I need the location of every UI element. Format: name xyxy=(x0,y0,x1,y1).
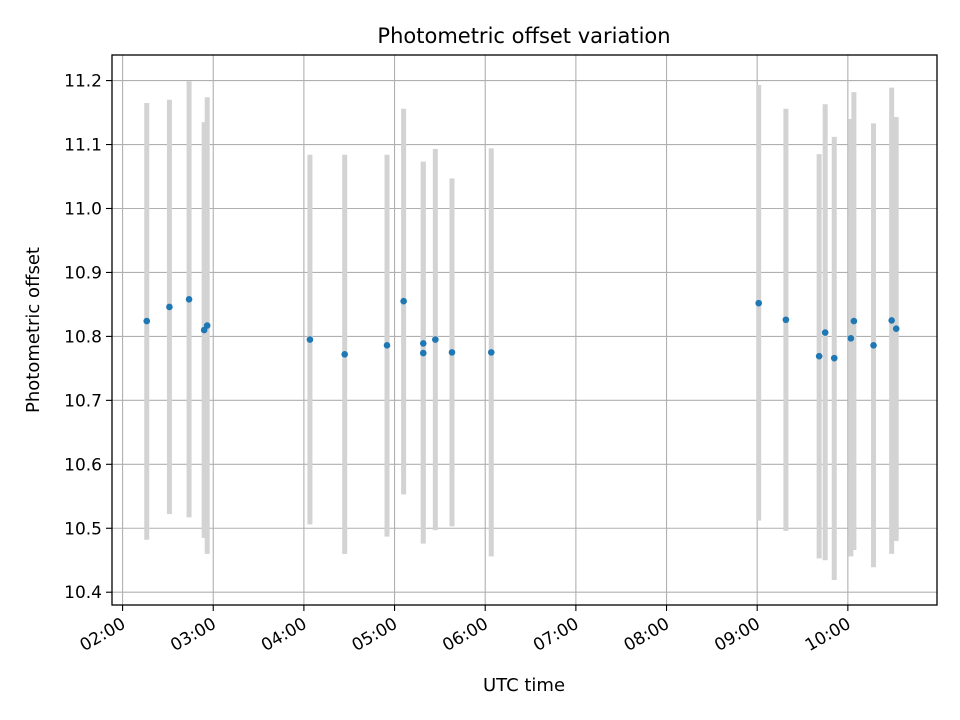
data-point xyxy=(448,349,456,356)
data-point xyxy=(166,303,173,311)
data-point xyxy=(143,317,151,325)
data-point xyxy=(830,354,838,362)
data-point xyxy=(821,329,829,336)
data-point xyxy=(487,349,495,356)
chart-title: Photometric offset variation xyxy=(377,24,670,48)
data-point xyxy=(755,299,763,307)
x-axis-title: UTC time xyxy=(483,675,565,696)
data-point xyxy=(306,336,314,343)
data-point xyxy=(870,342,877,349)
data-point xyxy=(419,349,427,357)
data-point xyxy=(892,325,900,333)
y-tick-label: 10.5 xyxy=(64,519,102,539)
data-point xyxy=(888,317,895,324)
data-point xyxy=(419,340,427,347)
y-tick-label: 11.1 xyxy=(64,136,102,156)
plot-frame xyxy=(111,54,938,606)
data-point xyxy=(203,322,211,329)
y-tick-label: 11.2 xyxy=(64,72,102,92)
data-point xyxy=(847,335,855,342)
y-tick-label: 10.6 xyxy=(64,455,102,475)
data-points xyxy=(143,296,900,362)
data-point xyxy=(383,342,391,349)
data-point xyxy=(850,317,858,325)
y-tick-label: 10.7 xyxy=(64,391,102,411)
data-point xyxy=(432,336,439,343)
y-tick-label: 10.4 xyxy=(64,583,102,603)
data-point xyxy=(782,316,790,324)
data-point xyxy=(815,352,823,360)
data-point xyxy=(341,351,348,358)
y-tick-label: 10.9 xyxy=(64,263,102,283)
grid-lines xyxy=(112,55,937,605)
data-point xyxy=(185,296,193,303)
y-tick-label: 10.8 xyxy=(64,327,102,347)
y-axis-title: Photometric offset xyxy=(23,247,44,413)
y-tick-label: 11.0 xyxy=(64,199,102,219)
data-point xyxy=(400,297,407,305)
